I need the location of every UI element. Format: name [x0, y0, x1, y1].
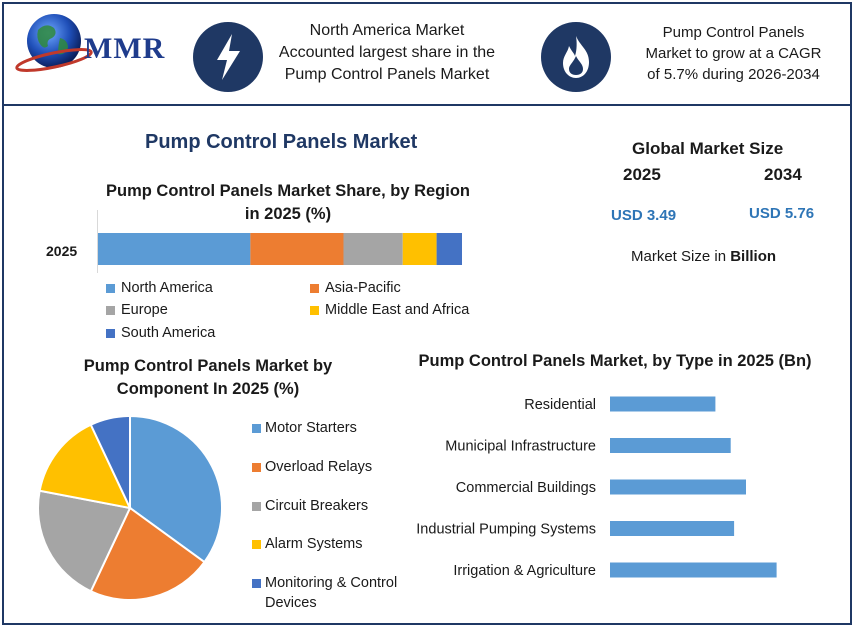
- region-category-label: 2025: [46, 243, 77, 259]
- header-note-region-line2: Accounted largest share in the: [278, 44, 496, 61]
- legend-swatch: [106, 328, 115, 338]
- component-chart-title-line1: Pump Control Panels Market by: [83, 357, 333, 375]
- header-note-region: North America Market Accounted largest s…: [262, 20, 512, 86]
- legend-label: South America: [121, 325, 216, 341]
- legend-label: Europe: [121, 302, 168, 318]
- pie-legend-swatch: [252, 579, 261, 588]
- type-bar-chart: Residential Municipal Infrastructure Comme…: [416, 396, 777, 579]
- legend-south-america: South America: [106, 325, 215, 341]
- region-chart-title-line1: Pump Control Panels Market Share, by Reg…: [106, 182, 470, 200]
- type-category-label: Municipal Infrastructure: [445, 439, 596, 455]
- pie-legend-label: Alarm Systems: [265, 536, 363, 552]
- pie-legend-label: Overload Relays: [265, 459, 373, 475]
- legend-middle-east-africa: Middle East and Africa: [310, 302, 469, 318]
- component-chart-title: Pump Control Panels Market by Component …: [40, 355, 376, 401]
- lightning-icon: [193, 22, 263, 92]
- pie-legend-motor-starters: Motor Starters: [252, 418, 425, 438]
- pie-legend-label-line2: Devices: [265, 595, 317, 611]
- type-category-label: Residential: [524, 397, 596, 413]
- pie-slice-alarm-systems: [38, 423, 132, 510]
- type-bar-group: Residential Municipal Infrastructure Comme…: [416, 396, 777, 579]
- unit-note-prefix: Market Size in: [631, 248, 731, 265]
- legend-label: Middle East and Africa: [325, 302, 470, 318]
- header-note-cagr-line1: Pump Control Panels: [662, 24, 805, 41]
- pie-legend-swatch: [252, 424, 261, 433]
- pie-legend-label: Motor Starters: [265, 420, 357, 436]
- market-size-value-2025: USD 3.49: [611, 207, 677, 224]
- market-size-title: Global Market Size: [632, 139, 784, 158]
- region-bar-north-america: [98, 233, 251, 265]
- pie-legend-swatch: [252, 540, 261, 549]
- infographic-frame: [2, 2, 852, 625]
- pie-legend-label: Circuit Breakers: [265, 498, 369, 514]
- header-note-cagr-line3: of 5.7% during 2026-2034: [647, 66, 820, 83]
- header-note-region-line1: North America Market: [309, 22, 465, 39]
- globe-icon: [15, 14, 93, 72]
- component-pie-chart: [37, 415, 223, 601]
- pie-legend-alarm-systems: Alarm Systems: [252, 534, 425, 554]
- legend-label: Asia-Pacific: [325, 280, 401, 296]
- region-bar-south-america: [436, 233, 462, 265]
- type-category-label: Industrial Pumping Systems: [416, 522, 596, 538]
- pie-legend-swatch: [252, 463, 261, 472]
- legend-north-america: North America: [106, 280, 213, 296]
- pie-slice-circuit-breakers: [37, 489, 132, 593]
- pie-legend-swatch: [252, 502, 261, 511]
- market-size-value-2034: USD 5.76: [749, 205, 815, 222]
- type-category-label: Irrigation & Agriculture: [453, 563, 596, 579]
- type-bar: [610, 479, 746, 495]
- legend-europe: Europe: [106, 302, 168, 318]
- market-size-year-2025: 2025: [623, 165, 661, 184]
- header-divider: [4, 104, 850, 106]
- legend-swatch: [310, 283, 319, 293]
- legend-swatch: [106, 305, 115, 315]
- pie-slice-monitoring-control-devices: [89, 415, 131, 509]
- region-chart-title-line2: in 2025 (%): [244, 205, 332, 223]
- region-chart-title: Pump Control Panels Market Share, by Reg…: [80, 180, 496, 226]
- type-category-label: Commercial Buildings: [456, 480, 596, 496]
- pie-legend-monitoring-control-devices: Monitoring & Control Devices: [252, 573, 425, 613]
- legend-label: North America: [121, 280, 213, 296]
- unit-note-bold: Billion: [730, 248, 777, 265]
- type-bar: [610, 521, 735, 536]
- market-size-year-2034: 2034: [764, 165, 802, 184]
- type-chart-title: Pump Control Panels Market, by Type in 2…: [418, 352, 812, 370]
- region-bar-europe: [343, 233, 403, 265]
- logo-text: MMR: [84, 32, 166, 65]
- header-note-cagr: Pump Control Panels Market to grow at a …: [626, 22, 841, 85]
- region-stacked-bar-chart: 2025: [46, 210, 462, 273]
- legend-asia-pacific: Asia-Pacific: [310, 280, 401, 296]
- legend-swatch: [310, 305, 319, 315]
- pie-slice-motor-starters: [129, 415, 223, 564]
- legend-swatch: [106, 283, 115, 293]
- type-bar: [610, 396, 716, 412]
- page-title: Pump Control Panels Market: [145, 131, 418, 153]
- type-bar: [610, 562, 777, 578]
- region-bar-asia-pacific: [250, 233, 344, 265]
- flame-icon: [541, 22, 611, 92]
- header-note-cagr-line2: Market to grow at a CAGR: [645, 45, 822, 62]
- market-size-unit-note: Market Size in Billion: [631, 248, 776, 265]
- mmr-logo: MMR: [14, 8, 174, 78]
- component-chart-title-line2: Component In 2025 (%): [116, 380, 300, 398]
- region-bar-middle-east-africa: [402, 233, 437, 265]
- pie-legend-label: Monitoring & Control: [265, 575, 398, 591]
- pie-legend-circuit-breakers: Circuit Breakers: [252, 496, 425, 516]
- header-note-region-line3: Pump Control Panels Market: [284, 66, 490, 83]
- type-bar: [610, 438, 731, 453]
- pie-legend-overload-relays: Overload Relays: [252, 457, 425, 477]
